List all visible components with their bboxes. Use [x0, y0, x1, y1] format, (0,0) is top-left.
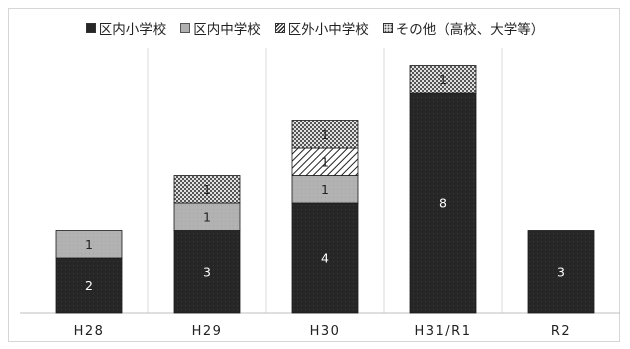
legend-item-4: その他（高校、大学等） [382, 18, 545, 38]
legend-swatch-4 [382, 23, 393, 33]
legend-item-3: 区外小中学校 [274, 18, 369, 38]
data-label: 3 [203, 264, 211, 279]
legend-swatch-1 [85, 23, 96, 33]
x-tick-label: H28 [74, 324, 105, 339]
bar-segment-H29-s1 [173, 230, 241, 314]
bar-segment-H29-s4 [173, 175, 241, 204]
legend: 区内小学校 区内中学校 区外小中学校 その他（高校、大学等） [0, 18, 630, 38]
bar-segment-H31-R1-s4 [409, 65, 477, 94]
legend-swatch-3 [274, 23, 285, 33]
legend-swatch-2 [180, 23, 191, 33]
legend-label-4: その他（高校、大学等） [395, 22, 545, 38]
data-label: 3 [557, 264, 565, 279]
bar-segment-R2-s1 [527, 230, 595, 314]
legend-item-2: 区内中学校 [180, 18, 261, 38]
data-label: 2 [85, 278, 93, 293]
legend-item-1: 区内小学校 [85, 18, 167, 38]
bar-segment-H30-s1 [291, 202, 359, 314]
bar-segment-H30-s2 [291, 175, 359, 204]
data-label: 1 [203, 182, 211, 197]
bar-segment-H30-s4 [291, 120, 359, 149]
data-label: 1 [321, 154, 329, 169]
data-label: 4 [321, 251, 329, 266]
x-tick-label: H31/R1 [414, 324, 471, 339]
x-tick-label: R2 [551, 324, 571, 339]
data-label: 8 [439, 196, 447, 211]
legend-label-3: 区外小中学校 [287, 22, 369, 38]
data-label: 1 [439, 72, 447, 87]
data-label: 1 [321, 127, 329, 142]
bar-segment-H29-s2 [173, 202, 241, 231]
data-label: 1 [203, 209, 211, 224]
legend-label-1: 区内小学校 [98, 22, 167, 38]
data-label: 1 [321, 182, 329, 197]
bar-segment-H31-R1-s1 [409, 92, 477, 314]
x-tick-label: H29 [192, 324, 223, 339]
data-label: 1 [85, 237, 93, 252]
legend-label-2: 区内中学校 [193, 22, 261, 38]
bar-segment-H28-s2 [55, 230, 123, 259]
x-tick-label: H30 [310, 324, 341, 339]
bar-segment-H30-s3 [291, 147, 359, 176]
bar-segment-H28-s1 [55, 257, 123, 314]
